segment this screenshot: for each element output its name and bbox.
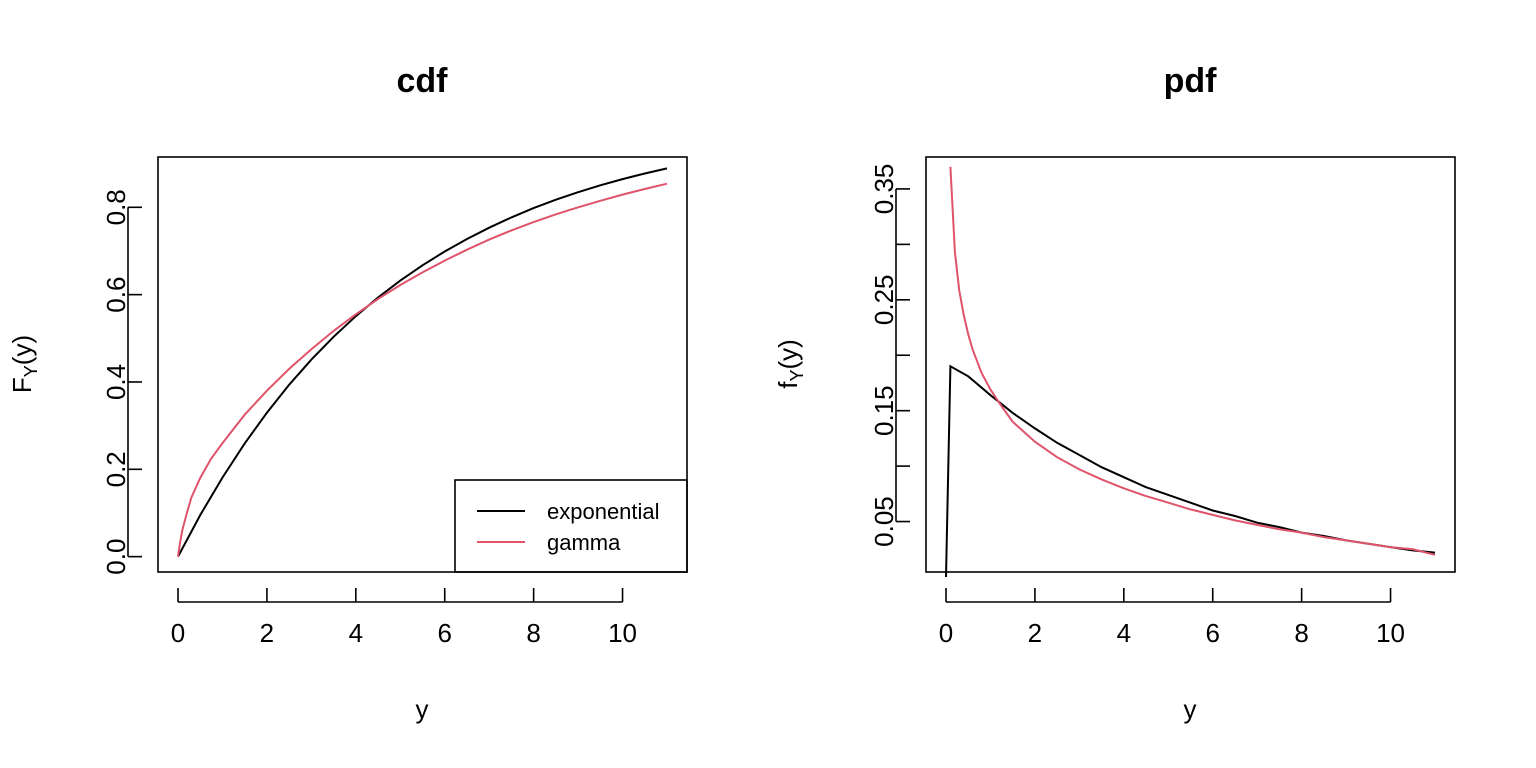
- cdf-y-tick-label: 0.4: [101, 364, 131, 400]
- cdf-panel: cdf 0 2 4 6 8 10 0.0 0.2 0.4 0.6 0.8 y FY(y) expo…: [7, 62, 688, 724]
- pdf-x-axis-label: y: [1184, 694, 1197, 724]
- pdf-x-tick-label: 8: [1294, 618, 1308, 648]
- pdf-y-label-tail: (y): [773, 339, 803, 369]
- pdf-y-label-sub: Y: [787, 370, 807, 382]
- pdf-x-tick-label: 6: [1205, 618, 1219, 648]
- pdf-x-tick-label: 4: [1117, 618, 1131, 648]
- cdf-y-tick-label: 0.6: [101, 277, 131, 313]
- cdf-title: cdf: [397, 62, 449, 100]
- cdf-y-tick-label: 0.0: [101, 539, 131, 575]
- legend-label-gamma: gamma: [547, 530, 621, 555]
- pdf-y-tick-label: 0.15: [869, 385, 899, 436]
- legend-box: [454, 479, 688, 573]
- cdf-y-axis-label: FY(y): [7, 335, 41, 393]
- cdf-curves: [177, 167, 668, 558]
- cdf-plot-frame: [157, 156, 688, 573]
- cdf-y-tick-label: 0.2: [101, 451, 131, 487]
- pdf-y-tick-label: 0.05: [869, 496, 899, 547]
- pdf-exponential-line: [945, 364, 1436, 578]
- cdf-x-axis-label: y: [416, 694, 429, 724]
- cdf-x-tick-label: 8: [526, 618, 540, 648]
- cdf-x-tick-label: 2: [260, 618, 274, 648]
- pdf-y-axis: 0.05 0.15 0.25 0.35: [869, 164, 910, 547]
- pdf-y-axis-label: fY(y): [773, 339, 807, 389]
- cdf-gamma-line: [177, 182, 668, 557]
- pdf-x-tick-label: 0: [939, 618, 953, 648]
- cdf-exponential-line: [177, 167, 668, 558]
- cdf-y-axis: 0.0 0.2 0.4 0.6 0.8: [101, 189, 142, 575]
- pdf-y-tick-label: 0.35: [869, 164, 899, 215]
- legend-label-exponential: exponential: [547, 499, 660, 524]
- pdf-gamma-line: [949, 166, 1436, 556]
- cdf-x-axis: 0 2 4 6 8 10: [171, 588, 637, 648]
- pdf-curves: [945, 166, 1436, 578]
- pdf-y-label-main: f: [773, 381, 803, 389]
- cdf-y-tick-label: 0.8: [101, 189, 131, 225]
- pdf-title: pdf: [1164, 62, 1218, 100]
- cdf-x-tick-label: 0: [171, 618, 185, 648]
- pdf-x-tick-label: 2: [1028, 618, 1042, 648]
- cdf-x-tick-label: 4: [349, 618, 363, 648]
- cdf-y-label-sub: Y: [21, 365, 41, 377]
- pdf-x-axis: 0 2 4 6 8 10: [939, 588, 1405, 648]
- pdf-panel: pdf 0 2 4 6 8 10 0.05 0.15 0.25 0.35 y fY(y): [773, 62, 1456, 724]
- cdf-x-tick-label: 10: [608, 618, 637, 648]
- pdf-x-tick-label: 10: [1376, 618, 1405, 648]
- cdf-legend: exponential gamma: [454, 479, 688, 573]
- pdf-plot-frame: [925, 156, 1456, 573]
- cdf-y-label-main: F: [7, 377, 37, 393]
- pdf-y-tick-label: 0.25: [869, 275, 899, 326]
- cdf-y-label-tail: (y): [7, 335, 37, 365]
- cdf-x-tick-label: 6: [437, 618, 451, 648]
